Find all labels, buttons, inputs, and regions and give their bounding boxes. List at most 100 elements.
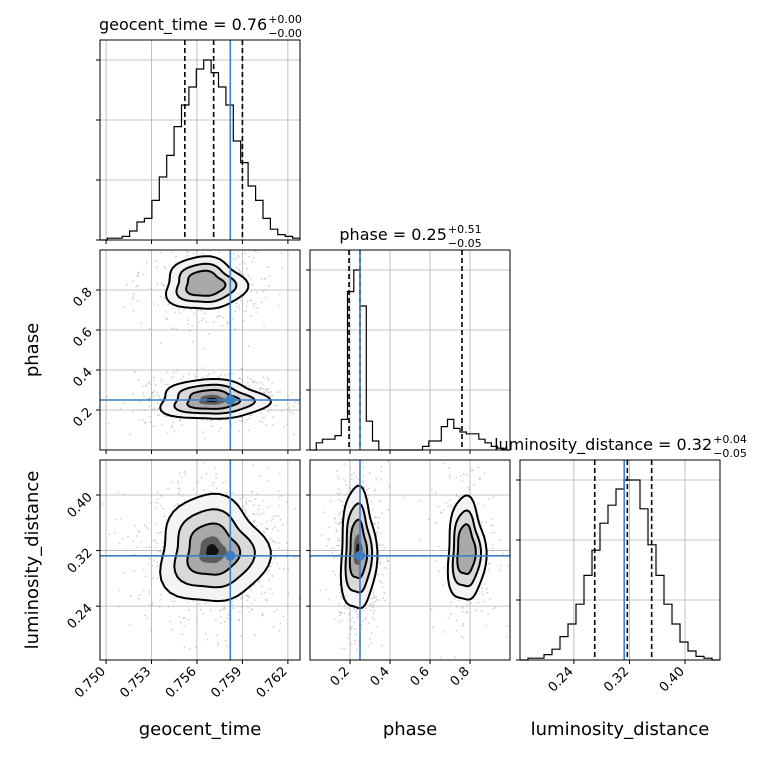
sample-point: [337, 611, 340, 613]
sample-point: [445, 502, 448, 505]
sample-point: [180, 476, 183, 479]
sample-point: [227, 305, 230, 308]
sample-point: [269, 588, 271, 590]
sample-point: [156, 565, 159, 568]
sample-point: [242, 496, 245, 499]
sample-point: [443, 462, 445, 465]
sample-point: [132, 393, 135, 396]
sample-point: [142, 392, 145, 395]
sample-point: [252, 513, 254, 515]
sample-point: [198, 321, 201, 324]
sample-point: [259, 381, 262, 384]
sample-point: [341, 647, 343, 650]
sample-point: [157, 304, 160, 307]
sample-point: [278, 496, 280, 499]
x-tick-label-phase: 0.2: [328, 664, 353, 689]
sample-point: [138, 594, 141, 596]
sample-point: [439, 657, 442, 659]
sample-point: [201, 419, 204, 421]
sample-point: [257, 580, 260, 583]
sample-point: [151, 396, 154, 398]
sample-point: [165, 519, 168, 521]
sample-point: [337, 539, 339, 542]
truth-point: [355, 550, 365, 561]
sample-point: [339, 499, 342, 502]
sample-point: [402, 496, 405, 499]
sample-point: [353, 628, 356, 630]
sample-point: [266, 506, 268, 509]
sample-point: [253, 521, 255, 524]
sample-point: [173, 327, 175, 330]
sample-point: [379, 561, 381, 564]
sample-point: [277, 530, 279, 532]
sample-point: [275, 514, 278, 517]
sample-point: [251, 603, 253, 605]
sample-point: [201, 244, 203, 246]
sample-point: [370, 605, 373, 608]
sample-point: [263, 391, 266, 393]
sample-point: [239, 635, 242, 637]
sample-point: [196, 369, 199, 372]
sample-point: [286, 408, 289, 410]
sample-point: [265, 528, 268, 531]
sample-point: [151, 601, 154, 604]
sample-point: [248, 255, 251, 258]
sample-point: [264, 278, 266, 280]
sample-point: [240, 597, 243, 600]
sample-point: [225, 645, 228, 647]
sample-point: [261, 614, 264, 617]
sample-point: [256, 492, 259, 495]
sample-point: [180, 378, 183, 380]
sample-point: [479, 477, 481, 480]
sample-point: [467, 486, 470, 489]
title-main: geocent_time = 0.76: [99, 15, 267, 35]
sample-point: [250, 299, 252, 301]
sample-point: [119, 407, 122, 410]
sample-point: [337, 493, 340, 496]
sample-point: [121, 538, 124, 540]
sample-point: [423, 556, 425, 559]
sample-point: [163, 284, 166, 287]
sample-point: [158, 532, 161, 534]
sample-point: [136, 284, 139, 287]
sample-point: [253, 305, 256, 308]
sample-point: [244, 310, 247, 313]
sample-point: [383, 566, 386, 569]
sample-point: [360, 456, 362, 458]
sample-point: [238, 377, 241, 380]
sample-point: [339, 492, 342, 494]
sample-point: [134, 524, 137, 527]
sample-point: [154, 409, 156, 412]
panel-background: [310, 250, 510, 450]
sample-point: [210, 419, 213, 422]
sample-point: [261, 615, 264, 617]
sample-point: [156, 401, 159, 404]
sample-point: [380, 644, 383, 647]
sample-point: [487, 613, 490, 615]
sample-point: [387, 460, 389, 463]
sample-point: [372, 591, 375, 594]
x-tick-label-phase: 0.8: [448, 664, 473, 689]
sample-point: [144, 614, 147, 617]
sample-point: [165, 311, 167, 313]
sample-point: [193, 312, 196, 315]
sample-point: [304, 402, 306, 404]
sample-point: [378, 580, 381, 582]
sample-point: [145, 383, 148, 385]
sample-point: [138, 400, 141, 403]
sample-point: [256, 306, 258, 309]
sample-point: [222, 608, 225, 611]
sample-point: [363, 486, 366, 489]
sample-point: [285, 542, 288, 544]
sample-point: [137, 274, 140, 277]
sample-point: [334, 573, 336, 576]
sample-point: [156, 407, 159, 410]
sample-point: [259, 387, 261, 390]
sample-point: [268, 391, 271, 394]
sample-point: [143, 524, 146, 527]
sample-point: [278, 504, 280, 507]
sample-point: [271, 517, 274, 520]
sample-point: [219, 609, 222, 612]
sample-point: [132, 310, 135, 312]
sample-point: [271, 561, 273, 564]
